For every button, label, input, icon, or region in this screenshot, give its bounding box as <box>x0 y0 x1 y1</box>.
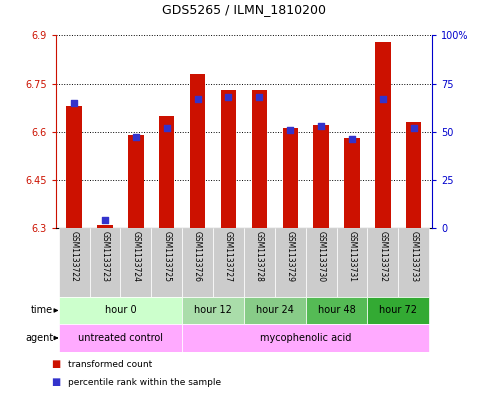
Bar <box>66 106 82 228</box>
Point <box>70 99 78 106</box>
Text: GSM1133725: GSM1133725 <box>162 231 171 282</box>
Text: GSM1133732: GSM1133732 <box>378 231 387 282</box>
Bar <box>182 324 429 352</box>
Bar <box>337 228 368 297</box>
Bar <box>306 228 337 297</box>
Bar <box>344 138 360 228</box>
Text: GSM1133722: GSM1133722 <box>70 231 79 281</box>
Bar <box>406 122 422 228</box>
Bar <box>368 228 398 297</box>
Text: GDS5265 / ILMN_1810200: GDS5265 / ILMN_1810200 <box>162 3 326 16</box>
Bar <box>182 297 244 324</box>
Bar <box>213 228 244 297</box>
Bar <box>128 135 143 228</box>
Text: ■: ■ <box>51 377 60 387</box>
Text: hour 48: hour 48 <box>318 305 355 316</box>
Bar <box>58 324 182 352</box>
Text: GSM1133729: GSM1133729 <box>286 231 295 282</box>
Text: GSM1133727: GSM1133727 <box>224 231 233 282</box>
Point <box>317 123 325 129</box>
Bar <box>97 225 113 228</box>
Bar <box>368 297 429 324</box>
Bar <box>120 228 151 297</box>
Bar <box>151 228 182 297</box>
Text: percentile rank within the sample: percentile rank within the sample <box>68 378 221 387</box>
Bar <box>89 228 120 297</box>
Bar <box>306 297 368 324</box>
Text: time: time <box>31 305 53 316</box>
Bar <box>275 228 306 297</box>
Text: ■: ■ <box>51 360 60 369</box>
Bar <box>159 116 174 228</box>
Point <box>225 94 232 100</box>
Text: GSM1133733: GSM1133733 <box>409 231 418 282</box>
Bar <box>221 90 236 228</box>
Bar <box>58 297 182 324</box>
Text: GSM1133731: GSM1133731 <box>347 231 356 282</box>
Text: GSM1133730: GSM1133730 <box>317 231 326 282</box>
Bar <box>58 228 89 297</box>
Text: agent: agent <box>25 333 53 343</box>
Point <box>132 134 140 141</box>
Text: untreated control: untreated control <box>78 333 163 343</box>
Text: GSM1133723: GSM1133723 <box>100 231 110 282</box>
Point <box>379 96 387 102</box>
Bar <box>252 90 267 228</box>
Point <box>286 127 294 133</box>
Bar <box>244 297 306 324</box>
Text: hour 0: hour 0 <box>105 305 136 316</box>
Text: hour 24: hour 24 <box>256 305 294 316</box>
Point <box>194 96 201 102</box>
Bar <box>182 228 213 297</box>
Point <box>101 217 109 223</box>
Text: GSM1133724: GSM1133724 <box>131 231 141 282</box>
Text: GSM1133726: GSM1133726 <box>193 231 202 282</box>
Bar <box>398 228 429 297</box>
Point <box>256 94 263 100</box>
Bar <box>283 129 298 228</box>
Text: transformed count: transformed count <box>68 360 152 369</box>
Bar <box>190 74 205 228</box>
Bar <box>313 125 329 228</box>
Text: GSM1133728: GSM1133728 <box>255 231 264 281</box>
Text: hour 12: hour 12 <box>194 305 232 316</box>
Point <box>410 125 418 131</box>
Text: mycophenolic acid: mycophenolic acid <box>260 333 351 343</box>
Bar <box>375 42 391 228</box>
Text: hour 72: hour 72 <box>379 305 417 316</box>
Point <box>163 125 170 131</box>
Bar <box>244 228 275 297</box>
Point <box>348 136 356 143</box>
